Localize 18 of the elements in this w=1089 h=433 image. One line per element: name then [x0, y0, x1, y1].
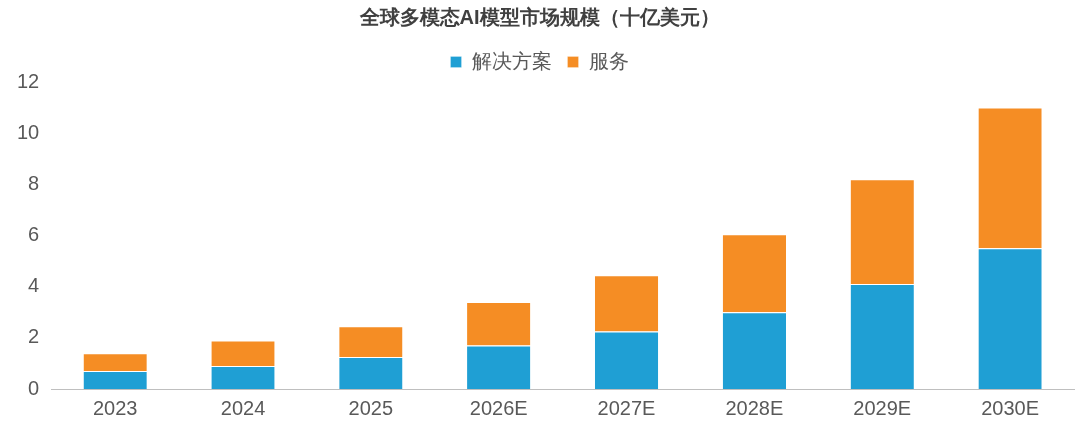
x-tick-label: 2023	[92, 396, 138, 419]
x-tick-label: 2025	[348, 396, 394, 419]
y-tick-label: 2	[28, 325, 40, 348]
y-tick-label: 0	[28, 376, 40, 399]
y-tick-label: 8	[28, 171, 40, 194]
y-tick-label: 4	[28, 274, 40, 297]
legend-label: 服务	[588, 49, 629, 72]
y-tick-label: 6	[28, 223, 40, 246]
x-tick-label: 2030E	[981, 396, 1039, 419]
y-tick-label: 10	[17, 120, 40, 143]
x-tick-label: 2024	[220, 396, 266, 419]
x-tick-label: 2027E	[597, 396, 656, 419]
y-tick-label: 12	[17, 69, 40, 92]
x-tick-label: 2026E	[469, 396, 528, 419]
chart-title: 全球多模态AI模型市场规模（十亿美元）	[358, 5, 720, 28]
x-tick-label: 2028E	[725, 396, 784, 419]
x-tick-label: 2029E	[853, 396, 912, 419]
legend-label: 解决方案	[471, 49, 552, 72]
